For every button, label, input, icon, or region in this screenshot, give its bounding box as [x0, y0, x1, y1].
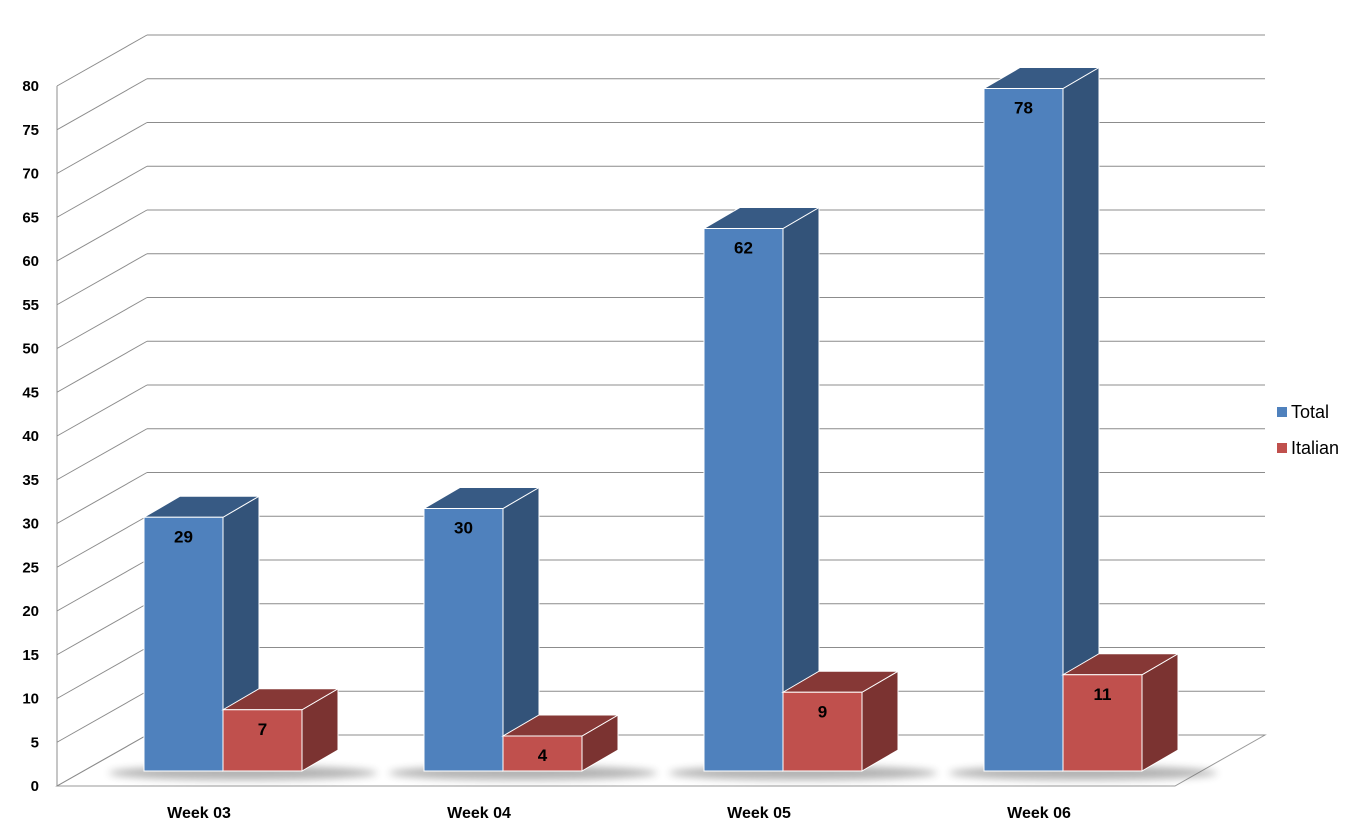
- bar-front-face: [502, 735, 583, 772]
- bar-front-face: [222, 709, 303, 772]
- x-axis-category-labels: Week 03 Week 04 Week 05 Week 06: [167, 805, 1071, 822]
- bar-total-week-06: 78: [982, 66, 1101, 772]
- side-gridline: [56, 384, 148, 437]
- y-tick-label: 0: [31, 778, 39, 795]
- bar-total-week-04: 30: [422, 486, 541, 772]
- side-gridline: [56, 253, 148, 306]
- side-gridline: [56, 340, 148, 393]
- data-label: 78: [1014, 99, 1033, 118]
- y-tick-label: 15: [22, 647, 39, 664]
- y-tick-label: 5: [31, 734, 39, 751]
- y-tick-label: 55: [22, 297, 39, 314]
- side-gridline: [56, 297, 148, 349]
- y-tick-label: 10: [22, 691, 39, 708]
- bar-italian-week-06: 11: [1061, 652, 1180, 772]
- legend-label: Italian: [1291, 438, 1339, 458]
- bar-total-week-05: 62: [702, 206, 821, 772]
- bar-front-face: [782, 691, 863, 772]
- data-label: 30: [454, 519, 473, 538]
- x-category-label: Week 03: [167, 805, 231, 822]
- side-gridline: [56, 603, 148, 656]
- y-tick-label: 45: [22, 384, 39, 401]
- side-gridline: [56, 122, 148, 174]
- side-gridline: [56, 78, 148, 131]
- y-tick-label: 80: [22, 78, 39, 95]
- y-tick-label: 20: [22, 603, 39, 620]
- side-gridline: [56, 209, 148, 262]
- data-label: 62: [734, 239, 753, 258]
- x-category-label: Week 04: [447, 805, 511, 822]
- y-axis-tick-labels: 0 5 10 15 20 25 30 35 40 45 50 55 60 65 70 75 80: [22, 78, 39, 795]
- legend: Total Italian: [1277, 402, 1339, 458]
- y-tick-label: 75: [22, 122, 39, 139]
- x-category-label: Week 05: [727, 805, 791, 822]
- y-tick-label: 60: [22, 253, 39, 270]
- side-gridline: [56, 647, 148, 699]
- bar-front-face: [983, 88, 1064, 772]
- bar-italian-week-03: 7: [221, 687, 340, 772]
- y-tick-label: 40: [22, 428, 39, 445]
- side-gridline: [56, 690, 148, 743]
- bar-front-face: [143, 516, 224, 772]
- side-gridline: [56, 559, 148, 612]
- legend-swatch: [1277, 443, 1287, 453]
- legend-label: Total: [1291, 402, 1329, 422]
- legend-item-italian: Italian: [1277, 438, 1339, 458]
- bar-italian-week-05: 9: [781, 670, 900, 772]
- bar-front-face: [423, 508, 504, 772]
- y-tick-label: 50: [22, 341, 39, 358]
- data-label: 11: [1094, 685, 1112, 704]
- y-tick-label: 25: [22, 559, 39, 576]
- data-label: 29: [174, 527, 193, 546]
- side-gridline: [56, 734, 148, 787]
- y-tick-label: 65: [22, 209, 39, 226]
- side-gridline: [56, 472, 148, 524]
- y-tick-label: 70: [22, 166, 39, 183]
- side-gridline: [56, 428, 148, 481]
- data-label: 9: [818, 702, 827, 721]
- bar-front-face: [703, 228, 784, 772]
- y-tick-label: 30: [22, 516, 39, 533]
- data-label: 4: [538, 746, 548, 765]
- bar-front-face: [1062, 674, 1143, 772]
- x-category-label: Week 06: [1007, 805, 1071, 822]
- side-gridline: [56, 165, 148, 218]
- legend-swatch: [1277, 407, 1287, 417]
- bar-italian-week-04: 4: [501, 714, 620, 772]
- side-gridline: [56, 34, 148, 87]
- y-tick-label: 35: [22, 472, 39, 489]
- data-label: 7: [258, 720, 267, 739]
- bars: 29 7 30 4 62 9 78 11: [109, 66, 1217, 780]
- legend-item-total: Total: [1277, 402, 1329, 422]
- side-gridline: [56, 515, 148, 568]
